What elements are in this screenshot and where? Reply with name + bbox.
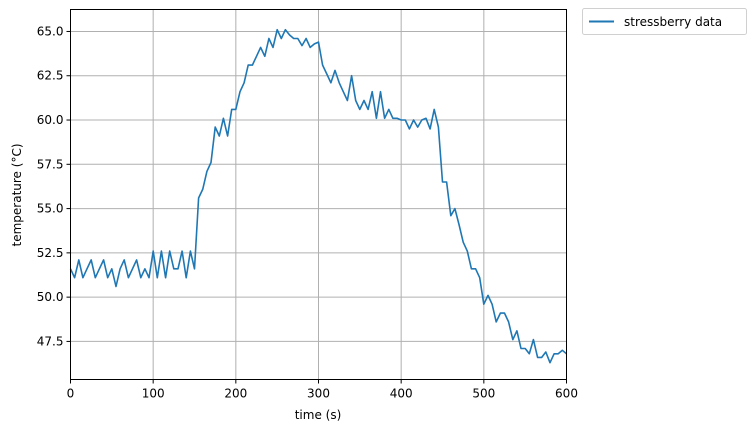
x-tick-label: 200	[224, 387, 247, 401]
y-tick-label: 57.5	[37, 157, 64, 171]
y-axis-label: temperature (°C)	[10, 144, 24, 247]
y-tick-label: 52.5	[37, 246, 64, 260]
x-tick-label: 400	[390, 387, 413, 401]
x-axis: 0 100 200 300 400 500 600	[67, 379, 578, 401]
x-tick-label: 500	[472, 387, 495, 401]
y-tick-label: 60.0	[37, 113, 64, 127]
series-line	[69, 28, 568, 364]
grid	[70, 9, 567, 380]
y-tick-label: 47.5	[37, 334, 64, 348]
series-layer	[69, 28, 568, 364]
x-tick-label: 100	[142, 387, 165, 401]
x-tick-label: 600	[555, 387, 578, 401]
y-tick-label: 55.0	[37, 202, 64, 216]
y-tick-label: 50.0	[37, 290, 64, 304]
x-axis-label: time (s)	[295, 408, 342, 422]
x-tick-label: 300	[307, 387, 330, 401]
legend-label: stressberry data	[624, 15, 722, 29]
legend-box	[582, 8, 747, 35]
y-axis: 47.5 50.0 52.5 55.0 57.5 60.0 62.5 65.0	[37, 24, 71, 348]
y-tick-label: 65.0	[37, 24, 64, 38]
x-tick-label: 0	[67, 387, 75, 401]
y-tick-label: 62.5	[37, 69, 64, 83]
legend: stressberry data	[582, 8, 747, 35]
